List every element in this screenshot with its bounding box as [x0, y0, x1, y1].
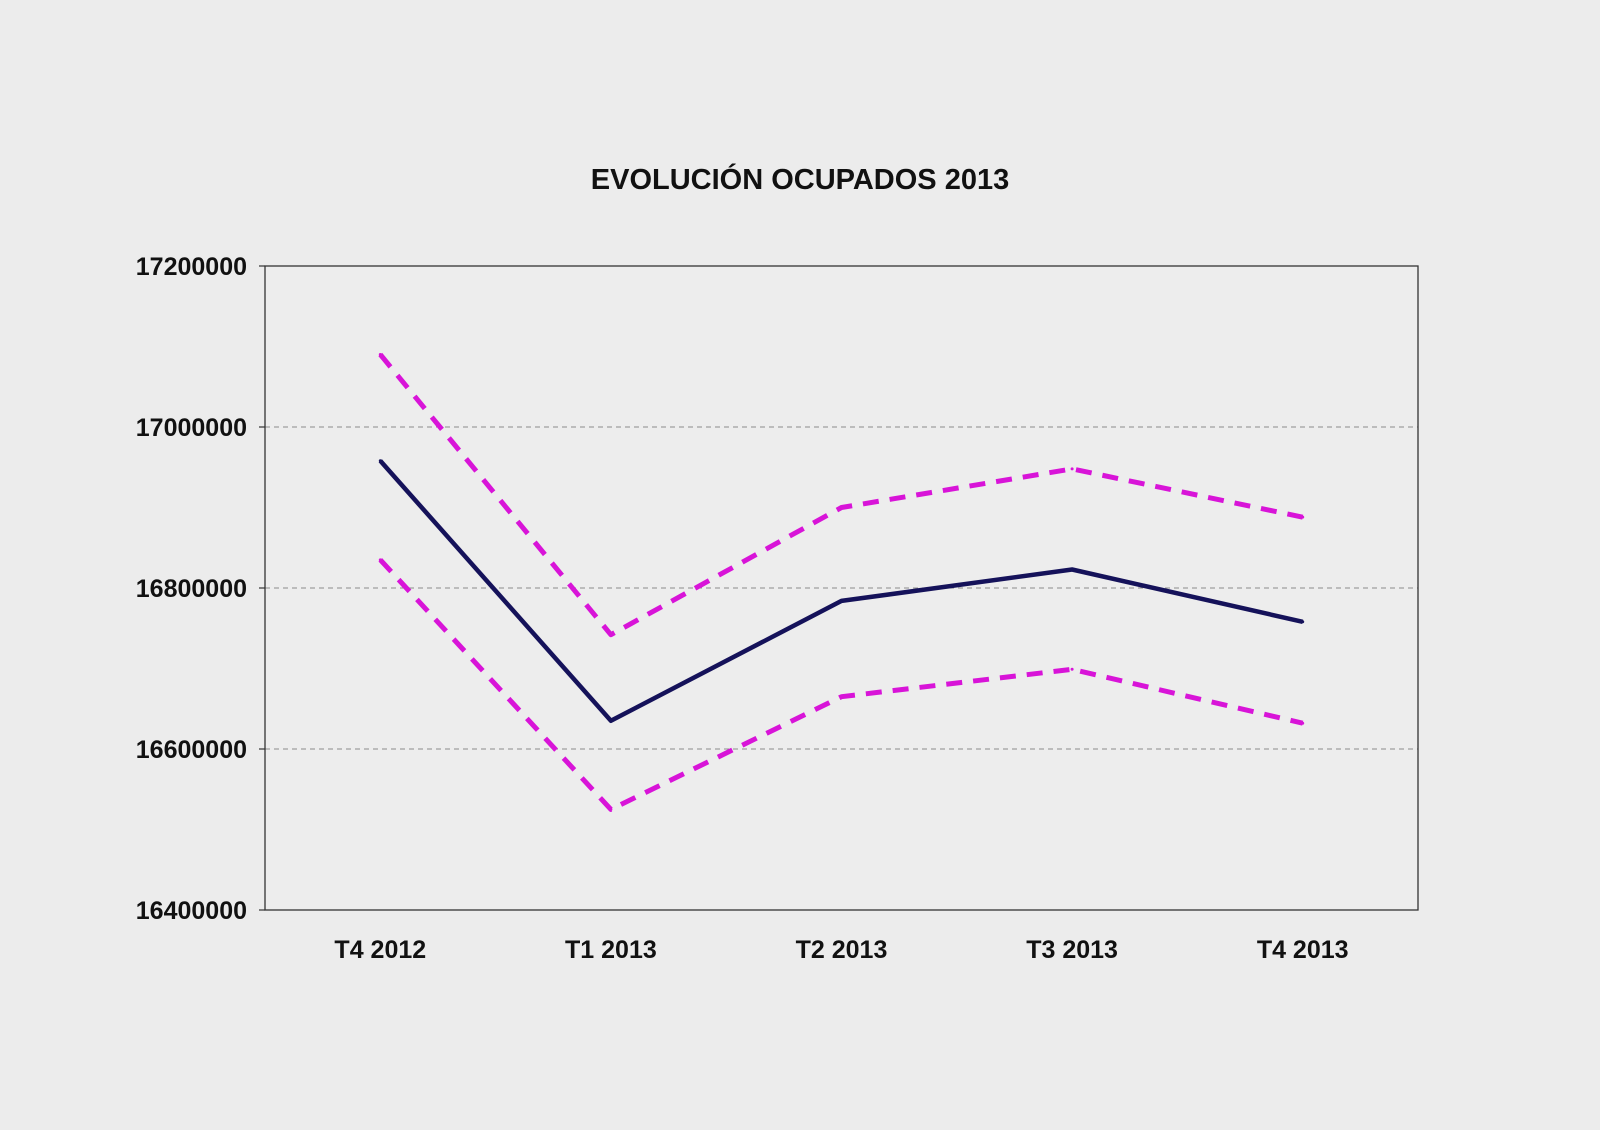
data-point: [609, 633, 613, 637]
data-point: [1070, 667, 1074, 671]
data-point: [840, 506, 843, 509]
data-point: [609, 807, 613, 811]
data-point: [840, 599, 843, 603]
data-point: [609, 719, 613, 723]
y-tick-label: 16600000: [136, 736, 247, 764]
data-point: [378, 459, 382, 463]
chart-title: EVOLUCIÓN OCUPADOS 2013: [590, 164, 1010, 196]
x-tick-label: T3 2013: [1026, 936, 1118, 964]
data-point: [1301, 620, 1305, 624]
y-tick-label: 16800000: [136, 575, 247, 603]
x-tick-label: T4 2012: [334, 936, 426, 964]
data-point: [378, 353, 382, 357]
data-point: [1070, 567, 1074, 571]
y-tick-label: 17000000: [136, 414, 247, 442]
x-tick-label: T1 2013: [565, 936, 657, 964]
data-point: [1301, 515, 1305, 519]
y-tick-label: 16400000: [136, 897, 247, 925]
plot-border: [264, 265, 1419, 911]
x-tick-label: T4 2013: [1257, 936, 1349, 964]
x-tick-label: T2 2013: [796, 936, 888, 964]
y-tick-label: 17200000: [136, 253, 247, 281]
data-point: [1301, 721, 1305, 725]
data-point: [840, 695, 843, 699]
data-point: [1070, 467, 1074, 471]
data-point: [378, 558, 382, 562]
